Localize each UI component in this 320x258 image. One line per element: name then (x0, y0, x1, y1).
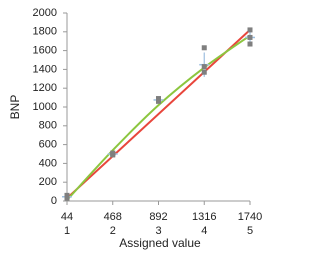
y-tick-label: 1400 (33, 63, 57, 75)
chart: Assigned value BNP 020040060080010001200… (8, 7, 262, 250)
x-tick-label: 1316 (192, 211, 216, 223)
point (201, 69, 207, 75)
point (64, 192, 70, 198)
y-tick-label: 200 (39, 176, 57, 188)
y-axis-title: BNP (8, 95, 22, 120)
point (247, 41, 253, 47)
x-axis-title: Assigned value (119, 236, 201, 250)
y-tick-label: 800 (39, 120, 57, 132)
point (201, 45, 207, 51)
y-tick-label: 1000 (33, 101, 57, 113)
x-secondary-tick-label: 3 (155, 225, 161, 237)
point (110, 151, 116, 157)
y-tick-label: 0 (51, 195, 57, 207)
x-tick-label: 468 (104, 211, 122, 223)
point (247, 27, 253, 33)
y-tick-label: 1600 (33, 45, 57, 57)
y-tick-label: 600 (39, 139, 57, 151)
point (64, 195, 70, 201)
fit-line (66, 29, 251, 199)
point (156, 97, 161, 103)
x-secondary-tick-label: 4 (201, 225, 207, 237)
y-tick-label: 400 (39, 157, 57, 169)
y-tick-label: 2000 (33, 7, 57, 19)
x-secondary-tick-label: 1 (64, 225, 70, 237)
y-tick-label: 1800 (33, 26, 57, 38)
x-tick-label: 44 (61, 211, 73, 223)
point (247, 34, 253, 40)
x-secondary-tick-label: 5 (247, 225, 253, 237)
y-tick-label: 1200 (33, 82, 57, 94)
point (201, 64, 207, 70)
x-tick-label: 892 (149, 211, 167, 223)
x-secondary-tick-label: 2 (110, 225, 116, 237)
fit-curve (66, 34, 251, 201)
x-tick-label: 1740 (238, 211, 262, 223)
